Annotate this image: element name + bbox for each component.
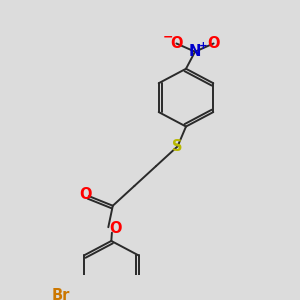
Text: O: O [110, 221, 122, 236]
Text: +: + [199, 41, 208, 51]
Text: O: O [207, 36, 220, 51]
Text: N: N [189, 44, 201, 59]
Text: −: − [163, 31, 173, 44]
Text: O: O [170, 36, 183, 51]
Text: S: S [172, 139, 183, 154]
Text: Br: Br [52, 288, 70, 300]
Text: O: O [80, 187, 92, 202]
